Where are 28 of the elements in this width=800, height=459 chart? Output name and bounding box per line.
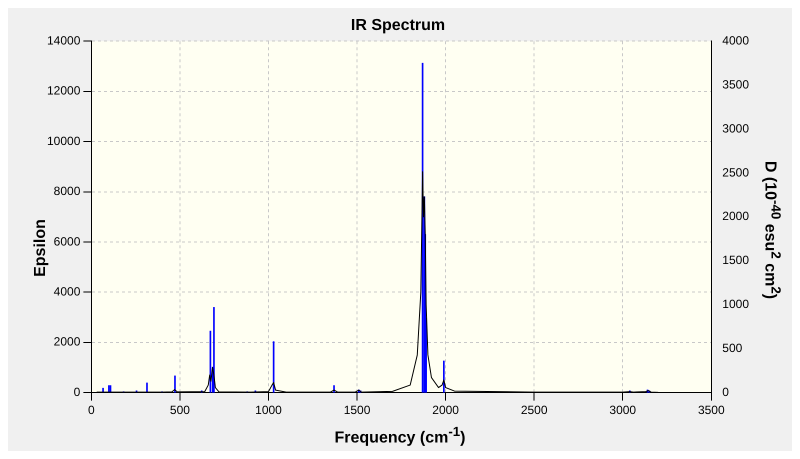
y2-tick-label: 3500 <box>722 77 750 92</box>
y2-tick-label: 500 <box>722 340 743 355</box>
x-tick-label: 1000 <box>255 403 282 418</box>
y-tick-label: 14000 <box>46 34 81 48</box>
x-tick-label: 1500 <box>344 403 371 418</box>
x-tick-label: 2500 <box>520 403 548 418</box>
y2-tick-label: 0 <box>722 384 730 399</box>
y-tick-label: 6000 <box>54 234 81 248</box>
x-tick-label: 500 <box>170 403 190 418</box>
y2-tick-label: 1500 <box>722 253 750 268</box>
chart-title: IR Spectrum <box>350 17 446 34</box>
x-tick-label: 3000 <box>609 403 636 418</box>
x-axis-title: Frequency (cm$^{-1}$) <box>334 424 466 447</box>
y2-tick-label: 2500 <box>722 165 750 180</box>
y2-tick-label: 3000 <box>722 121 750 136</box>
y-tick-label: 4000 <box>54 284 81 299</box>
x-tick-label: 2000 <box>432 403 460 418</box>
y-tick-label: 12000 <box>46 84 81 98</box>
y-tick-label: 8000 <box>54 184 81 198</box>
y-axis-title: Epsilon <box>32 218 50 276</box>
x-tick-label: 3500 <box>698 403 725 418</box>
y2-tick-label: 4000 <box>722 34 750 48</box>
y2-tick-label: 1000 <box>722 297 750 312</box>
y-tick-label: 10000 <box>46 134 81 148</box>
y-tick-label: 0 <box>74 384 81 399</box>
y2-tick-label: 2000 <box>722 209 750 224</box>
x-tick-label: 0 <box>88 403 96 418</box>
y-tick-label: 2000 <box>54 334 81 349</box>
